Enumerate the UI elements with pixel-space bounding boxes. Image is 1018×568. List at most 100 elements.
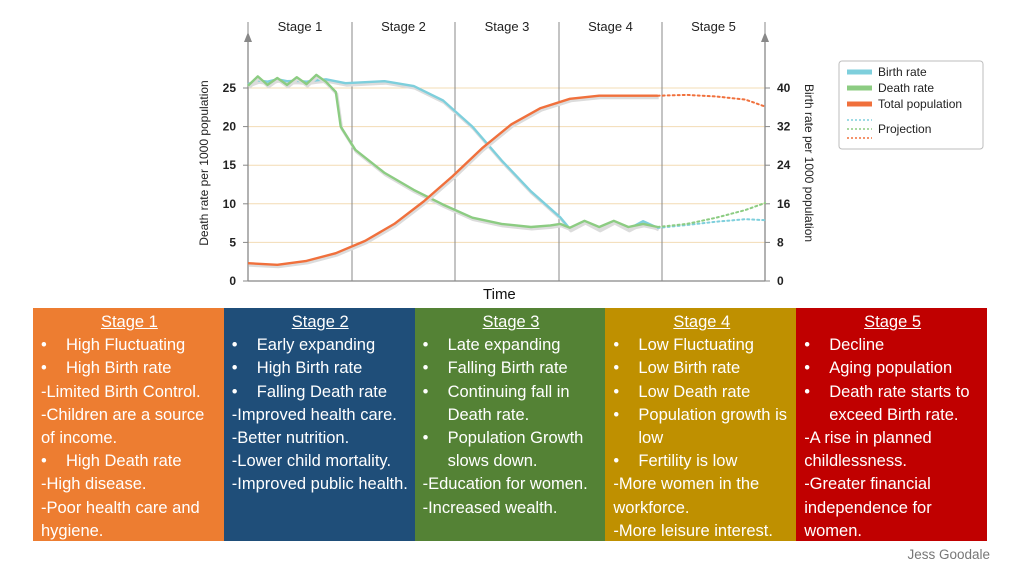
stage-panels: Stage 1 • High Fluctuating • High Birth rate…: [33, 308, 987, 541]
bullet-dot-icon: •: [231, 336, 238, 355]
bullet-item: • Late expanding: [423, 334, 600, 357]
stage-label-1: Stage 1: [278, 19, 323, 34]
bullet-item: • High Fluctuating: [41, 334, 218, 357]
bullet-item: • Population Growth slows down.: [423, 427, 600, 473]
author-credit: Jess Goodale: [907, 547, 990, 562]
total-population-line-shadow: [248, 96, 659, 269]
x-axis-label: Time: [483, 286, 516, 303]
death-rate-line-shadow: [247, 75, 660, 232]
projection-line-birth-rate: [656, 218, 766, 229]
bullet-dot-icon: •: [41, 359, 47, 378]
stage-panel-3: Stage 3 • Late expanding • Falling Birth rat…: [414, 308, 606, 541]
right-tick-label-0: 0: [777, 274, 784, 288]
detail-line: -Better nutrition.: [231, 429, 350, 448]
stage-panel-title: Stage 5: [864, 313, 922, 331]
bullet-item: • Falling Death rate: [232, 381, 409, 404]
bullet-item: • Low Death rate: [613, 381, 790, 404]
bullet-text: High Death rate: [66, 452, 182, 471]
bullet-text: Low Fluctuating: [638, 336, 754, 355]
bullet-dot-icon: •: [422, 336, 429, 355]
left-tick-label-5: 5: [229, 235, 236, 249]
bullet-text: Falling Birth rate: [447, 359, 568, 378]
legend-box: [838, 60, 984, 150]
bullet-dot-icon: •: [804, 359, 810, 378]
detail-line: -A rise in planned childlessness.: [804, 429, 932, 471]
right-tick-label-16: 16: [777, 197, 791, 211]
detail-line: -Improved public health.: [231, 475, 408, 494]
bullet-item: • Decline: [804, 334, 981, 357]
left-axis-label: Death rate per 1000 population: [197, 80, 211, 245]
birth-rate-line: [247, 78, 659, 231]
left-tick-label-20: 20: [223, 120, 237, 134]
bullet-dot-icon: •: [231, 359, 238, 378]
detail-line: -Poor health care and hygiene.: [41, 498, 200, 540]
stage-panel-5: Stage 5 • Decline • Aging population • Death r…: [796, 308, 987, 541]
death-rate-line: [247, 73, 658, 229]
bullet-item: • Low Fluctuating: [613, 334, 790, 357]
bullet-text: Population growth is low: [638, 405, 787, 448]
bullet-text: Continuing fall in Death rate.: [447, 382, 570, 424]
stage-panel-4: Stage 4 • Low Fluctuating • Low Birth rate • L…: [605, 308, 797, 541]
bullet-dot-icon: •: [422, 359, 429, 378]
demographic-transition-chart: Stage 1 Stage 2 Stage 3 Stage 4 Stage 5 0 5 10…: [197, 19, 984, 288]
stage-panel-title: Stage 2: [291, 313, 349, 331]
stage-panel-title: Stage 4: [673, 313, 731, 331]
right-tick-label-24: 24: [777, 158, 791, 172]
right-axis-arrow: [761, 32, 769, 42]
bullet-item: • Aging population: [804, 357, 981, 380]
bullet-dot-icon: •: [613, 336, 620, 355]
legend-label-2: Total population: [878, 97, 962, 111]
right-tick-label-32: 32: [777, 120, 791, 134]
bullet-item: • Low Birth rate: [613, 357, 790, 380]
bullet-dot-icon: •: [613, 359, 620, 378]
bullet-item: • Early expanding: [232, 334, 409, 357]
detail-line: -More women in the workforce.: [613, 475, 760, 517]
projection-line-total-population: [656, 93, 766, 108]
bullet-text: Population Growth slows down.: [447, 429, 584, 471]
left-tick-label-15: 15: [223, 158, 237, 172]
detail-line: -Greater financial independence for wome…: [804, 475, 932, 540]
bullet-text: High Fluctuating: [66, 336, 186, 355]
stage-label-5: Stage 5: [691, 19, 736, 34]
right-tick-label-40: 40: [777, 81, 791, 95]
bullet-dot-icon: •: [804, 336, 810, 355]
bullet-text: High Birth rate: [66, 359, 172, 378]
legend-label-1: Death rate: [878, 81, 934, 95]
bullet-item: • Fertility is low: [613, 450, 790, 473]
bullet-dot-icon: •: [422, 429, 429, 448]
stage-label-4: Stage 4: [588, 19, 633, 34]
detail-line: -Education for women.: [422, 475, 588, 494]
detail-line: -Children are a source of income.: [41, 405, 205, 448]
detail-line: -More leisure interest.: [613, 521, 773, 540]
bullet-text: Falling Death rate: [256, 382, 388, 401]
bullet-text: Late expanding: [447, 336, 561, 355]
bullet-item: • High Birth rate: [41, 357, 218, 380]
stage-dividers: Stage 1 Stage 2 Stage 3 Stage 4 Stage 5: [247, 19, 766, 281]
bullet-text: Decline: [829, 336, 885, 355]
stage-label-2: Stage 2: [381, 19, 426, 34]
stage-panel-1: Stage 1 • High Fluctuating • High Birth rate…: [33, 308, 224, 541]
bullet-dot-icon: •: [613, 405, 620, 424]
bullet-item: • Death rate starts to exceed Birth rate.: [804, 381, 981, 427]
stage-panel-title: Stage 3: [482, 313, 540, 331]
left-axis-arrow: [244, 32, 252, 42]
bullet-text: Early expanding: [256, 336, 376, 355]
bullet-item: • Population growth is low: [613, 404, 790, 450]
legend-label-0: Birth rate: [878, 65, 927, 79]
bullet-dot-icon: •: [41, 336, 47, 355]
stage-label-3: Stage 3: [485, 19, 530, 34]
bullet-dot-icon: •: [613, 452, 620, 471]
detail-line: -High disease.: [41, 475, 147, 494]
chart-series: [247, 73, 766, 269]
left-tick-label-0: 0: [229, 274, 236, 288]
stage-panel-title: Stage 1: [100, 313, 158, 331]
bullet-text: High Birth rate: [256, 359, 363, 378]
bullet-item: • High Birth rate: [232, 357, 409, 380]
projection-line-death-rate: [656, 202, 766, 228]
bullet-text: Death rate starts to exceed Birth rate.: [829, 382, 970, 424]
bullet-item: • Continuing fall in Death rate.: [423, 381, 600, 427]
bullet-text: Aging population: [829, 359, 953, 378]
left-tick-label-10: 10: [223, 197, 237, 211]
bullet-item: • Falling Birth rate: [423, 357, 600, 380]
legend-label-3: Projection: [878, 122, 931, 136]
